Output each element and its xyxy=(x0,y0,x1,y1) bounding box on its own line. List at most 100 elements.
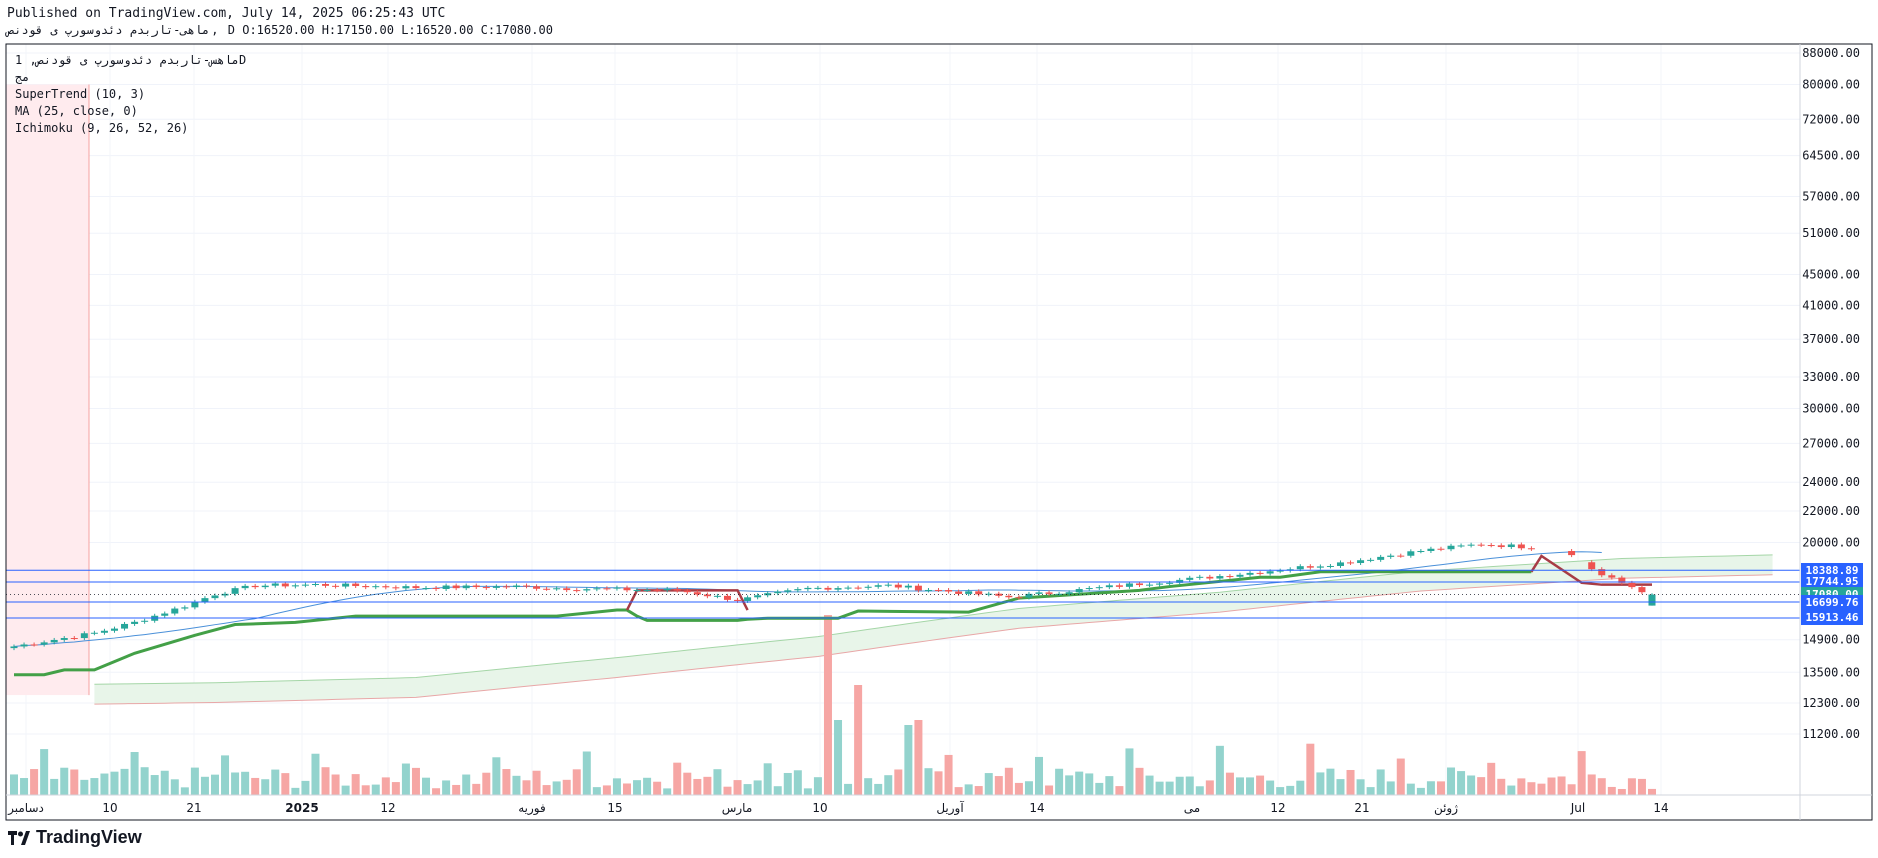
candle-body xyxy=(834,588,842,590)
candle-body xyxy=(90,632,98,634)
volume-bar xyxy=(20,778,29,795)
candle-body xyxy=(914,585,922,591)
volume-bar xyxy=(1597,778,1606,795)
candle-body xyxy=(1276,570,1284,572)
volume-bar xyxy=(170,779,179,795)
volume-bar xyxy=(582,751,591,795)
volume-bar xyxy=(1215,745,1224,795)
candle-body xyxy=(764,593,772,596)
candle-body xyxy=(231,588,239,594)
low-value: L:16520.00 xyxy=(401,23,474,37)
volume-bar xyxy=(572,769,581,795)
legend-ma[interactable]: MA (25, close, 0) xyxy=(15,104,138,118)
volume-bar xyxy=(391,782,400,795)
volume-bar xyxy=(291,787,300,795)
volume-bar xyxy=(90,778,99,795)
volume-bar xyxy=(974,786,983,795)
volume-bar xyxy=(301,780,310,795)
volume-bar xyxy=(1426,781,1435,795)
volume-bar xyxy=(683,772,692,795)
ma-line xyxy=(13,551,1602,647)
candle-body xyxy=(1045,592,1053,594)
volume-bar xyxy=(1045,785,1054,795)
candle-body xyxy=(794,589,802,591)
candle-body xyxy=(1125,583,1133,587)
candle-body xyxy=(1156,583,1164,585)
candle-body xyxy=(894,584,902,588)
legend-ichimoku[interactable]: Ichimoku (9, 26, 52, 26) xyxy=(15,121,189,135)
symbol-name: ماهی-تاربدم دئدوسورپ ی قودنص xyxy=(7,23,210,37)
volume-bar xyxy=(281,773,290,795)
candle-body xyxy=(1266,571,1274,574)
volume-bar xyxy=(1416,787,1425,795)
candle-body xyxy=(311,584,319,586)
volume-bar xyxy=(160,770,169,795)
volume-bar xyxy=(844,783,853,795)
volume-bar xyxy=(1155,781,1164,795)
volume-bar xyxy=(1014,782,1023,795)
candle-body xyxy=(824,587,832,590)
candle-body xyxy=(723,595,731,600)
candle-body xyxy=(673,588,681,591)
volume-bar xyxy=(1085,773,1094,795)
time-tick-label: دسامبر xyxy=(7,801,44,816)
volume-bar xyxy=(10,774,18,795)
volume-bar xyxy=(1256,775,1265,795)
candle-body xyxy=(512,585,520,588)
volume-bar xyxy=(1065,775,1074,795)
volume-bar xyxy=(733,780,742,795)
volume-bar xyxy=(361,785,370,795)
legend-supertrend[interactable]: SuperTrend (10, 3) xyxy=(15,87,146,101)
price-tick-label: 33000.00 xyxy=(1802,370,1860,384)
candle-body xyxy=(1477,544,1485,546)
volume-bar xyxy=(331,774,340,795)
volume-bar xyxy=(1567,784,1576,795)
price-tick-label: 64500.00 xyxy=(1802,149,1860,163)
candle-body xyxy=(1015,597,1023,599)
volume-bar xyxy=(713,769,722,795)
candle-body xyxy=(693,592,701,595)
volume-bar xyxy=(633,780,642,795)
candle-body xyxy=(301,584,309,586)
price-tick-label: 30000.00 xyxy=(1802,402,1860,416)
volume-bar xyxy=(803,788,812,795)
ohlc-line: ماهی-تاربدم دئدوسورپ ی قودنص, D O:16520.… xyxy=(7,23,553,37)
volume-bar xyxy=(1587,774,1596,795)
volume-bar xyxy=(622,783,631,795)
candle-body xyxy=(1256,572,1264,574)
volume-bar xyxy=(1376,769,1385,795)
volume-bar xyxy=(130,752,139,795)
candle-body xyxy=(985,593,993,595)
supertrend-down-2 xyxy=(1530,554,1652,586)
volume-bar xyxy=(1306,743,1315,795)
time-tick-label: 12 xyxy=(1270,801,1285,815)
volume-bar xyxy=(813,777,822,795)
volume-bar xyxy=(1266,780,1275,795)
candle-body xyxy=(1055,593,1063,595)
volume-bar xyxy=(552,781,561,795)
volume-bar xyxy=(1617,788,1626,795)
candle-body xyxy=(80,633,88,639)
volume-bar xyxy=(834,720,843,795)
volume-bar xyxy=(1105,776,1114,795)
candle-body xyxy=(744,597,752,601)
brand-name: TradingView xyxy=(36,827,142,847)
candle-body xyxy=(191,601,199,608)
time-tick-label: 21 xyxy=(1354,801,1369,815)
candle-body xyxy=(1507,544,1515,548)
candle-body xyxy=(703,594,711,597)
candle-body xyxy=(1326,565,1334,567)
volume-bar xyxy=(592,787,601,795)
candle-body xyxy=(171,608,179,614)
candle-body xyxy=(261,585,269,588)
volume-bar xyxy=(80,779,89,795)
volume-bar xyxy=(1467,775,1476,795)
volume-bar xyxy=(1457,771,1466,795)
volume-bar xyxy=(180,787,189,795)
volume-bar xyxy=(482,772,491,795)
candle-body xyxy=(502,586,510,588)
candle-body xyxy=(1407,551,1415,556)
candle-body xyxy=(1628,582,1636,588)
time-tick-label: فوریه xyxy=(518,801,546,816)
